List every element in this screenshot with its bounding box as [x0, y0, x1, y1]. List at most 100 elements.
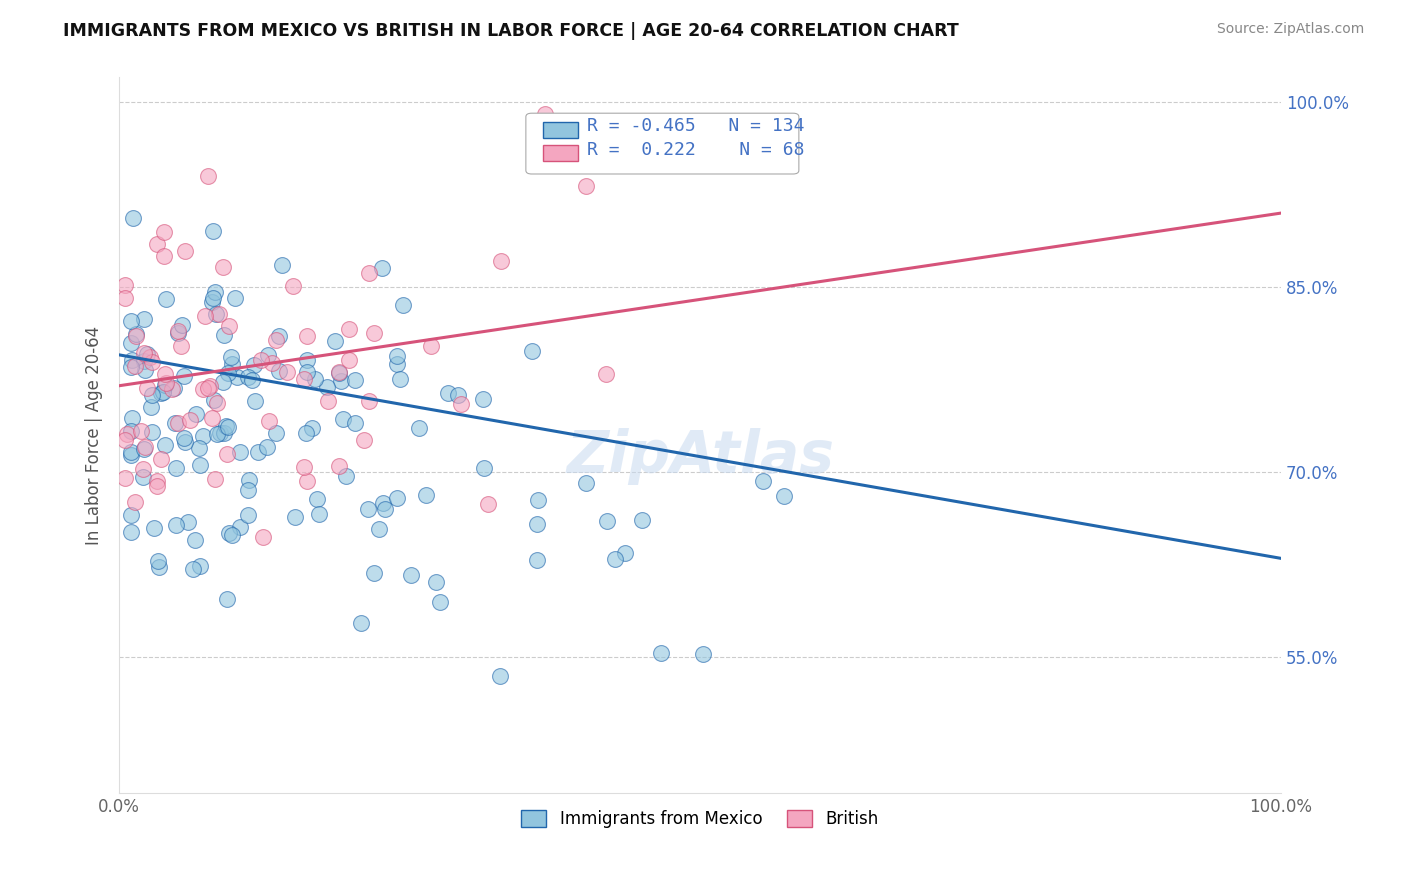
Point	[132, 311, 155, 326]
Point	[264, 425, 287, 440]
Point	[363, 326, 385, 340]
Point	[575, 178, 598, 193]
Point	[176, 515, 198, 529]
Point	[437, 385, 460, 400]
Point	[120, 314, 142, 328]
Point	[236, 483, 259, 498]
Point	[139, 400, 162, 414]
FancyBboxPatch shape	[543, 122, 578, 138]
Point	[152, 384, 174, 399]
Point	[135, 381, 157, 395]
Point	[153, 438, 176, 452]
Point	[221, 357, 243, 371]
Point	[166, 417, 188, 431]
Point	[131, 424, 153, 438]
Point	[328, 458, 350, 473]
Point	[207, 396, 229, 410]
Point	[198, 379, 221, 393]
Point	[202, 393, 225, 408]
Point	[595, 368, 617, 382]
Point	[246, 445, 269, 459]
Point	[692, 648, 714, 662]
Point	[114, 277, 136, 292]
Point	[146, 554, 169, 568]
Point	[257, 414, 280, 428]
Point	[215, 419, 238, 434]
Point	[307, 491, 329, 506]
Point	[141, 355, 163, 369]
Point	[368, 521, 391, 535]
Point	[472, 460, 495, 475]
Point	[165, 416, 187, 430]
Point	[160, 383, 183, 397]
Point	[153, 249, 176, 263]
Point	[229, 520, 252, 534]
Point	[308, 508, 330, 522]
Legend: Immigrants from Mexico, British: Immigrants from Mexico, British	[515, 803, 886, 834]
Point	[575, 475, 598, 490]
Point	[429, 595, 451, 609]
Point	[120, 448, 142, 462]
Point	[142, 521, 165, 535]
Point	[328, 365, 350, 379]
Point	[630, 513, 652, 527]
Point	[120, 424, 142, 438]
Point	[134, 354, 156, 368]
Point	[191, 382, 214, 396]
Point	[120, 335, 142, 350]
Point	[120, 525, 142, 540]
Point	[243, 394, 266, 409]
Point	[155, 367, 177, 381]
Point	[120, 445, 142, 459]
Point	[650, 646, 672, 660]
Point	[292, 459, 315, 474]
Point	[526, 553, 548, 567]
Point	[218, 526, 240, 541]
Point	[249, 353, 271, 368]
Point	[332, 412, 354, 426]
Point	[533, 107, 555, 121]
Point	[385, 358, 408, 372]
Point	[205, 427, 228, 442]
Point	[208, 307, 231, 321]
Point	[488, 669, 510, 683]
Point	[181, 562, 204, 576]
Point	[284, 510, 307, 524]
Point	[385, 349, 408, 363]
Point	[477, 497, 499, 511]
Point	[269, 329, 291, 343]
Point	[153, 378, 176, 392]
Point	[146, 236, 169, 251]
Point	[148, 559, 170, 574]
Point	[124, 359, 146, 374]
Point	[165, 460, 187, 475]
Point	[415, 488, 437, 502]
Point	[596, 514, 619, 528]
Point	[238, 370, 260, 384]
FancyBboxPatch shape	[526, 113, 799, 174]
Point	[170, 318, 193, 333]
Point	[357, 501, 380, 516]
Point	[201, 224, 224, 238]
Point	[208, 425, 231, 440]
Point	[392, 298, 415, 312]
Point	[350, 615, 373, 630]
Point	[124, 495, 146, 509]
Point	[190, 458, 212, 473]
Point	[138, 350, 160, 364]
Point	[186, 407, 208, 421]
Point	[212, 327, 235, 342]
Point	[132, 462, 155, 476]
Point	[329, 375, 352, 389]
Point	[489, 254, 512, 268]
Point	[174, 435, 197, 450]
Point	[204, 472, 226, 486]
Point	[166, 324, 188, 338]
Point	[201, 291, 224, 305]
Point	[335, 468, 357, 483]
Point	[344, 416, 367, 430]
Point	[218, 318, 240, 333]
Point	[292, 372, 315, 386]
Point	[408, 421, 430, 435]
Point	[603, 551, 626, 566]
